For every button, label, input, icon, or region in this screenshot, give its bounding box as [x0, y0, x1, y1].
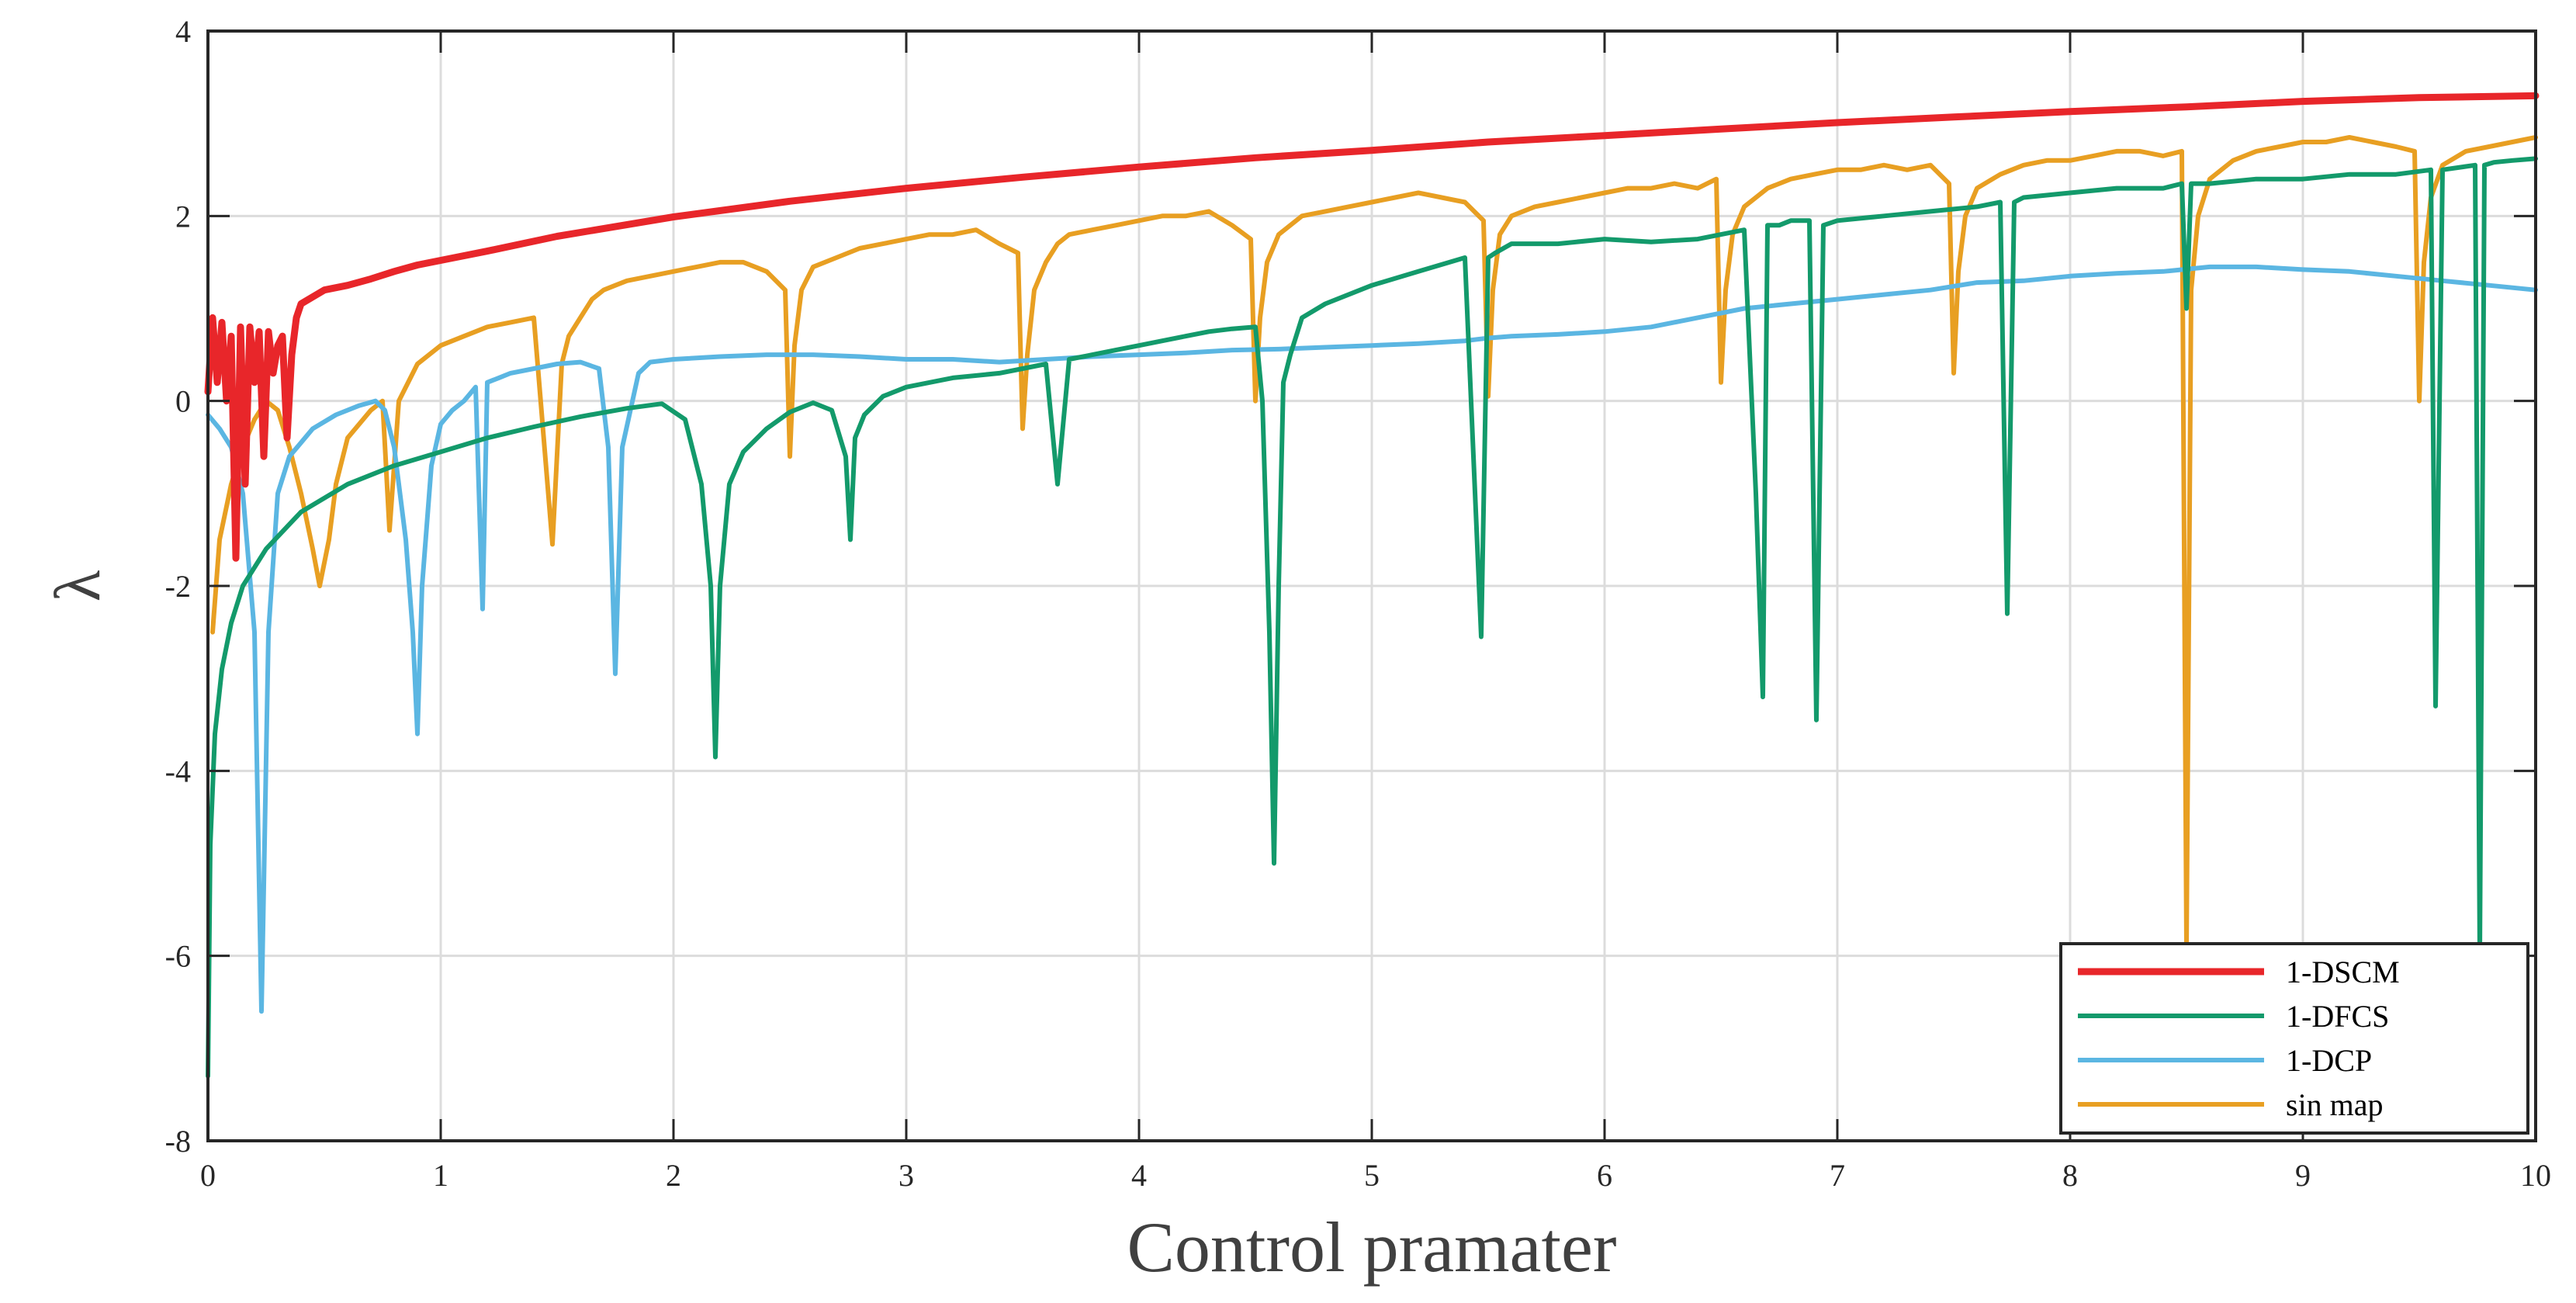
x-tick-label: 8 [2062, 1158, 2078, 1193]
y-tick-label: -2 [165, 569, 191, 604]
series-line-1-dscm [204, 92, 2540, 562]
series-line-sin-map [210, 135, 2538, 949]
x-tick-label: 3 [898, 1158, 914, 1193]
y-axis-label: λ [42, 570, 114, 601]
legend-label: 1-DCP [2286, 1043, 2372, 1078]
x-tick-label: 7 [1830, 1158, 1845, 1193]
legend-label: sin map [2286, 1087, 2384, 1122]
x-tick-label: 0 [200, 1158, 216, 1193]
x-tick-label: 2 [666, 1158, 681, 1193]
series-line-1-dcp [206, 264, 2538, 1014]
y-tick-label: -8 [165, 1124, 191, 1159]
x-tick-label: 1 [433, 1158, 448, 1193]
y-tick-label: 4 [175, 14, 191, 49]
y-tick-label: -4 [165, 754, 191, 788]
x-tick-label: 4 [1131, 1158, 1147, 1193]
x-axis-label: Control pramater [1127, 1208, 1616, 1287]
series-layer [204, 92, 2540, 1079]
y-tick-label: 0 [175, 384, 191, 419]
legend-label: 1-DFCS [2286, 999, 2389, 1034]
legend-box [2059, 942, 2529, 1135]
legend-label: 1-DSCM [2286, 955, 2400, 989]
x-tick-label: 6 [1597, 1158, 1612, 1193]
x-tick-label: 9 [2295, 1158, 2311, 1193]
x-tick-label: 5 [1364, 1158, 1380, 1193]
legend: 1-DSCM 1-DFCS 1-DCP sin map [2059, 942, 2529, 1135]
y-tick-label: -6 [165, 939, 191, 974]
x-tick-label: 10 [2520, 1158, 2551, 1193]
series-line-1-dfcs [206, 156, 2538, 1079]
y-tick-label: 2 [175, 199, 191, 234]
